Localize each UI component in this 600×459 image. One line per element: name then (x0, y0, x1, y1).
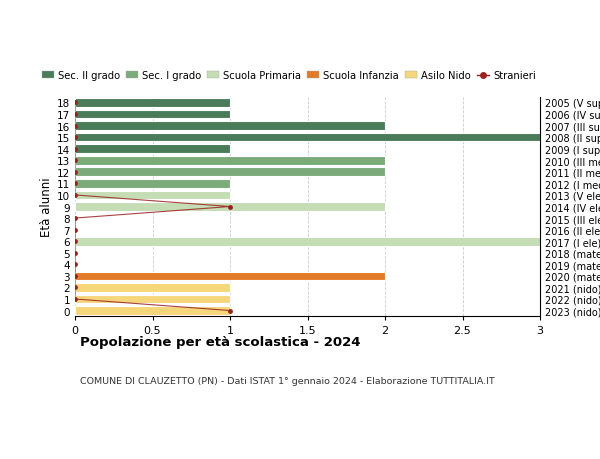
Bar (75, 284, 230, 292)
Bar (75, 203, 385, 212)
Bar (75, 168, 385, 177)
Bar (75, 99, 230, 107)
Bar (75, 191, 230, 200)
Legend: Sec. II grado, Sec. I grado, Scuola Primaria, Scuola Infanzia, Asilo Nido, Stran: Sec. II grado, Sec. I grado, Scuola Prim… (38, 67, 540, 85)
Bar (75, 237, 540, 246)
Text: Popolazione per età scolastica - 2024: Popolazione per età scolastica - 2024 (80, 335, 360, 348)
Bar (75, 307, 230, 315)
Bar (75, 157, 385, 165)
Bar (75, 272, 385, 280)
Bar (75, 295, 230, 304)
Text: COMUNE DI CLAUZETTO (PN) - Dati ISTAT 1° gennaio 2024 - Elaborazione TUTTITALIA.: COMUNE DI CLAUZETTO (PN) - Dati ISTAT 1°… (80, 376, 494, 385)
Bar (75, 122, 385, 131)
Bar (75, 134, 540, 142)
Bar (75, 111, 230, 119)
Bar (75, 179, 230, 188)
Y-axis label: Età alunni: Età alunni (40, 177, 53, 237)
Bar (75, 145, 230, 154)
